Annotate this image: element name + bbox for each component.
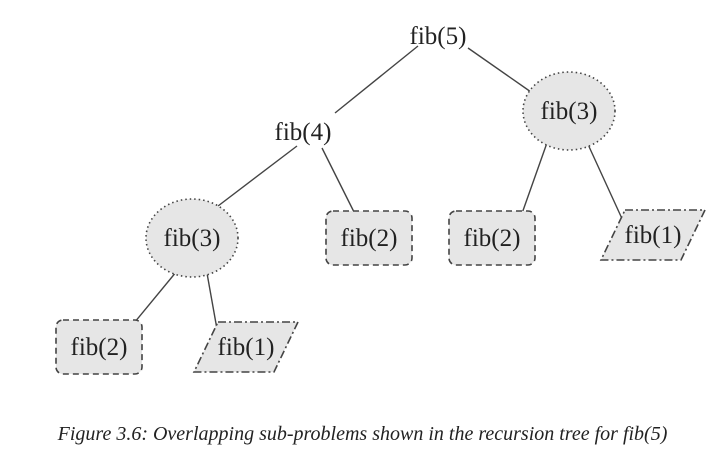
node-label: fib(3)	[541, 98, 598, 125]
node-label: fib(2)	[464, 225, 521, 252]
node-n4: fib(4)	[275, 119, 332, 146]
node-n1r: fib(1)	[599, 209, 707, 261]
node-shape-ellipse-dotted	[145, 198, 239, 278]
node-label: fib(1)	[625, 222, 682, 249]
node-label: fib(2)	[341, 225, 398, 252]
node-n5: fib(5)	[410, 23, 467, 50]
figure-caption: Figure 3.6: Overlapping sub-problems sho…	[57, 423, 668, 445]
edge-n5-n4	[334, 45, 419, 114]
node-n2m: fib(2)	[325, 210, 413, 266]
tree-nodes: fib(5) fib(4) fib(3) fib(3) fib(2) fib(2) fib(…	[55, 23, 707, 375]
node-shape-rounded-dashed	[325, 210, 413, 266]
node-shape-ellipse-dotted	[522, 71, 616, 151]
edge-n3r-n1r	[585, 139, 625, 224]
node-shape-rounded-dashed	[448, 210, 536, 266]
node-shape-parallelogram-dashdot	[192, 321, 300, 373]
node-label: fib(5)	[410, 23, 467, 50]
node-n1l: fib(1)	[192, 321, 300, 373]
node-shape-rounded-dashed	[55, 319, 143, 375]
node-n2r: fib(2)	[448, 210, 536, 266]
node-label: fib(2)	[71, 334, 128, 361]
node-label: fib(3)	[164, 225, 221, 252]
edge-n5-n3r	[467, 47, 532, 93]
node-label: fib(1)	[218, 334, 275, 361]
node-n3l: fib(3)	[145, 198, 239, 278]
node-n2l: fib(2)	[55, 319, 143, 375]
node-label: fib(4)	[275, 119, 332, 146]
node-n3r: fib(3)	[522, 71, 616, 151]
node-shape-parallelogram-dashdot	[599, 209, 707, 261]
